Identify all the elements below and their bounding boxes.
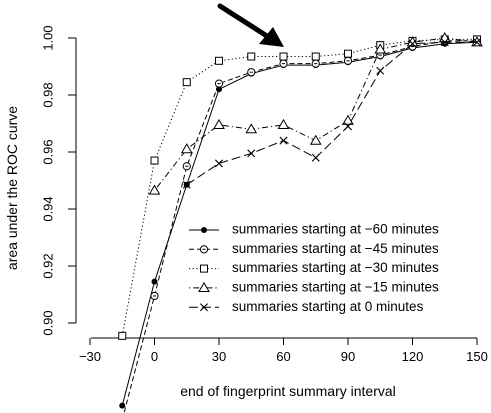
data-point	[180, 143, 193, 154]
legend-label: summaries starting at −30 minutes	[232, 260, 439, 275]
data-point	[342, 114, 354, 125]
data-point	[182, 180, 191, 189]
legend-box	[182, 218, 482, 322]
x-axis-title: end of fingerprint summary interval	[180, 383, 396, 399]
data-point	[199, 245, 209, 254]
data-point	[119, 402, 126, 409]
y-tick-label: 1.00	[40, 25, 55, 50]
legend: summaries starting at −60 minutes summari…	[182, 218, 482, 322]
data-point	[151, 278, 158, 285]
x-tick-label: 90	[341, 349, 355, 364]
data-point	[344, 122, 352, 131]
data-point	[150, 291, 159, 301]
data-point	[182, 78, 191, 87]
data-point	[279, 136, 288, 145]
x-tick-label: −30	[79, 349, 101, 364]
series-line	[186, 41, 477, 186]
y-tick-label: 0.94	[40, 196, 55, 221]
series-line	[121, 41, 478, 406]
arrow-head	[259, 27, 284, 47]
data-point	[148, 184, 161, 195]
y-tick-label: 0.90	[40, 310, 55, 335]
data-point	[376, 66, 385, 75]
arrow-shaft	[217, 3, 273, 41]
data-point	[198, 281, 210, 292]
data-point	[247, 68, 256, 77]
data-point	[440, 38, 449, 47]
x-tick-label: 120	[402, 349, 424, 364]
data-point	[200, 264, 208, 273]
x-tick-label: 60	[276, 349, 290, 364]
data-point	[247, 52, 256, 61]
y-tick-label: 0.96	[40, 139, 55, 164]
data-point	[374, 43, 387, 54]
data-point	[311, 59, 320, 68]
data-point	[150, 156, 159, 165]
data-point	[473, 38, 481, 47]
data-point	[309, 134, 322, 145]
data-point	[279, 52, 288, 61]
y-axis-title: area under the ROC curve	[4, 106, 20, 270]
data-point	[214, 79, 224, 88]
data-point	[247, 149, 256, 158]
data-point	[344, 49, 352, 58]
x-axis-ticks: −30 0 30 60 90 120 150	[79, 338, 488, 364]
data-point	[245, 123, 258, 134]
series-line	[121, 38, 477, 336]
series-5	[182, 38, 481, 189]
data-point	[201, 227, 207, 233]
y-axis-ticks: 0.90 0.92 0.94 0.96 0.98 1.00	[40, 25, 76, 336]
data-point	[408, 39, 417, 48]
data-point	[279, 59, 288, 68]
legend-label: summaries starting at 0 minutes	[232, 299, 424, 314]
legend-label: summaries starting at −60 minutes	[232, 222, 439, 237]
legend-label: summaries starting at −15 minutes	[232, 279, 439, 294]
data-point	[200, 303, 208, 312]
data-point	[277, 118, 290, 130]
arrow-annotation	[217, 3, 284, 47]
series-layer	[118, 32, 483, 413]
legend-label: summaries starting at −45 minutes	[232, 241, 439, 256]
x-tick-label: 0	[151, 349, 158, 364]
y-tick-label: 0.98	[40, 82, 55, 107]
data-point	[182, 162, 191, 171]
data-point	[311, 153, 320, 162]
x-tick-label: 150	[466, 349, 488, 364]
data-point	[213, 118, 225, 130]
data-point	[215, 159, 223, 168]
data-point	[215, 56, 223, 65]
y-tick-label: 0.92	[40, 253, 55, 278]
x-tick-label: 30	[212, 349, 226, 364]
data-point	[311, 52, 320, 61]
data-point	[118, 331, 127, 340]
data-point	[343, 56, 353, 65]
